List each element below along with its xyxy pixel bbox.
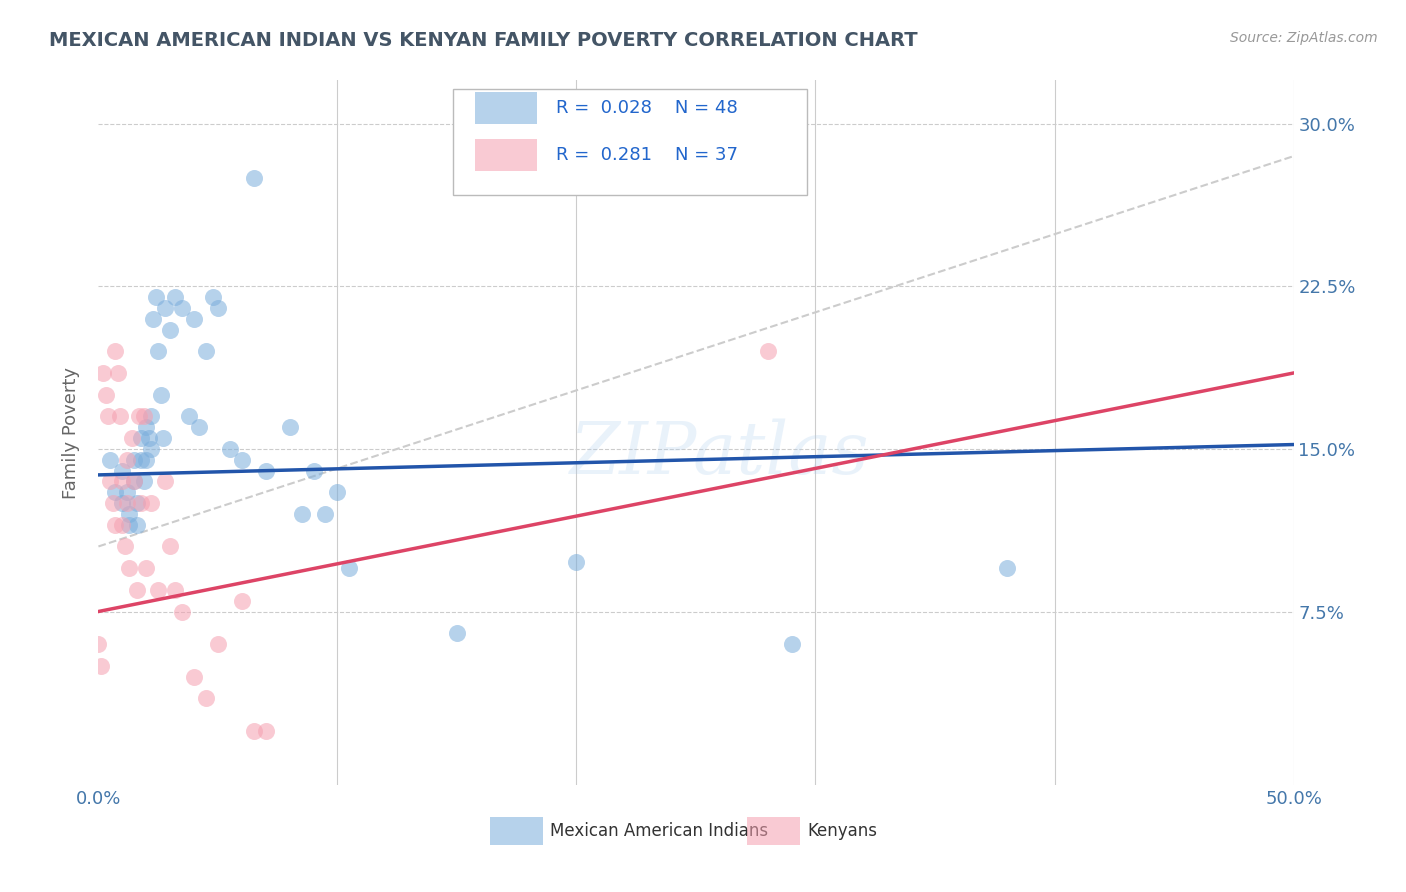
Point bbox=[115, 452, 138, 467]
Point bbox=[756, 344, 779, 359]
Point bbox=[243, 170, 266, 185]
Point bbox=[159, 323, 181, 337]
Point bbox=[104, 517, 127, 532]
Point bbox=[87, 637, 110, 651]
Point bbox=[195, 344, 218, 359]
Point bbox=[155, 301, 177, 315]
Point bbox=[108, 409, 131, 424]
Point bbox=[131, 431, 153, 445]
FancyBboxPatch shape bbox=[491, 817, 543, 845]
Point bbox=[128, 409, 150, 424]
Point bbox=[183, 311, 205, 326]
Text: MEXICAN AMERICAN INDIAN VS KENYAN FAMILY POVERTY CORRELATION CHART: MEXICAN AMERICAN INDIAN VS KENYAN FAMILY… bbox=[49, 31, 918, 50]
Point bbox=[159, 540, 181, 554]
Point bbox=[104, 344, 127, 359]
Point bbox=[91, 366, 114, 380]
Point bbox=[195, 691, 218, 706]
Point bbox=[291, 507, 314, 521]
Point bbox=[302, 464, 325, 478]
Text: R =  0.281    N = 37: R = 0.281 N = 37 bbox=[557, 146, 738, 164]
Point bbox=[183, 669, 205, 683]
Point bbox=[115, 496, 138, 510]
Point bbox=[111, 496, 134, 510]
Point bbox=[152, 431, 174, 445]
FancyBboxPatch shape bbox=[475, 139, 537, 171]
Point bbox=[132, 409, 155, 424]
Point bbox=[149, 387, 172, 401]
Text: Source: ZipAtlas.com: Source: ZipAtlas.com bbox=[1230, 31, 1378, 45]
FancyBboxPatch shape bbox=[475, 92, 537, 124]
Point bbox=[163, 290, 186, 304]
Point bbox=[114, 540, 136, 554]
Point bbox=[124, 475, 146, 489]
Point bbox=[135, 452, 157, 467]
Point bbox=[326, 485, 349, 500]
Point bbox=[98, 452, 122, 467]
Point bbox=[125, 517, 148, 532]
Point bbox=[231, 593, 253, 607]
Point bbox=[148, 344, 170, 359]
Point bbox=[446, 626, 468, 640]
Point bbox=[124, 475, 146, 489]
Point bbox=[148, 582, 170, 597]
Point bbox=[202, 290, 225, 304]
Point bbox=[339, 561, 361, 575]
Text: R =  0.028    N = 48: R = 0.028 N = 48 bbox=[557, 99, 738, 117]
Point bbox=[145, 290, 167, 304]
Point bbox=[179, 409, 201, 424]
Point bbox=[995, 561, 1018, 575]
Point bbox=[142, 311, 165, 326]
Point bbox=[231, 452, 253, 467]
Point bbox=[111, 517, 134, 532]
Text: ZIPatlas: ZIPatlas bbox=[569, 418, 870, 489]
Point bbox=[254, 723, 277, 738]
Point bbox=[139, 409, 162, 424]
Text: Mexican American Indians: Mexican American Indians bbox=[550, 822, 768, 839]
Point bbox=[219, 442, 242, 456]
Point bbox=[131, 496, 153, 510]
Point bbox=[118, 507, 141, 521]
Point bbox=[125, 496, 148, 510]
Point bbox=[111, 464, 134, 478]
Point bbox=[139, 442, 162, 456]
Point bbox=[135, 561, 157, 575]
Point bbox=[111, 475, 134, 489]
Point bbox=[135, 420, 157, 434]
Point bbox=[138, 431, 160, 445]
FancyBboxPatch shape bbox=[453, 88, 807, 195]
Point bbox=[97, 409, 120, 424]
Point bbox=[187, 420, 209, 434]
Point bbox=[243, 723, 266, 738]
Point bbox=[163, 582, 186, 597]
Y-axis label: Family Poverty: Family Poverty bbox=[62, 367, 80, 499]
Point bbox=[139, 496, 162, 510]
Point bbox=[132, 475, 155, 489]
Point bbox=[125, 582, 148, 597]
Point bbox=[107, 366, 129, 380]
Point bbox=[98, 475, 122, 489]
Point bbox=[207, 301, 229, 315]
Point bbox=[121, 431, 143, 445]
Point bbox=[315, 507, 337, 521]
Point bbox=[124, 452, 146, 467]
Point bbox=[278, 420, 301, 434]
Point bbox=[118, 561, 141, 575]
Point bbox=[101, 496, 124, 510]
Point bbox=[207, 637, 229, 651]
Point bbox=[115, 485, 138, 500]
Point bbox=[118, 517, 141, 532]
Point bbox=[104, 485, 127, 500]
Text: Kenyans: Kenyans bbox=[807, 822, 877, 839]
FancyBboxPatch shape bbox=[748, 817, 800, 845]
Point bbox=[94, 387, 117, 401]
Point bbox=[155, 475, 177, 489]
Point bbox=[131, 452, 153, 467]
Point bbox=[172, 301, 194, 315]
Point bbox=[254, 464, 277, 478]
Point bbox=[172, 605, 194, 619]
Point bbox=[780, 637, 803, 651]
Point bbox=[90, 658, 112, 673]
Point bbox=[565, 555, 588, 569]
